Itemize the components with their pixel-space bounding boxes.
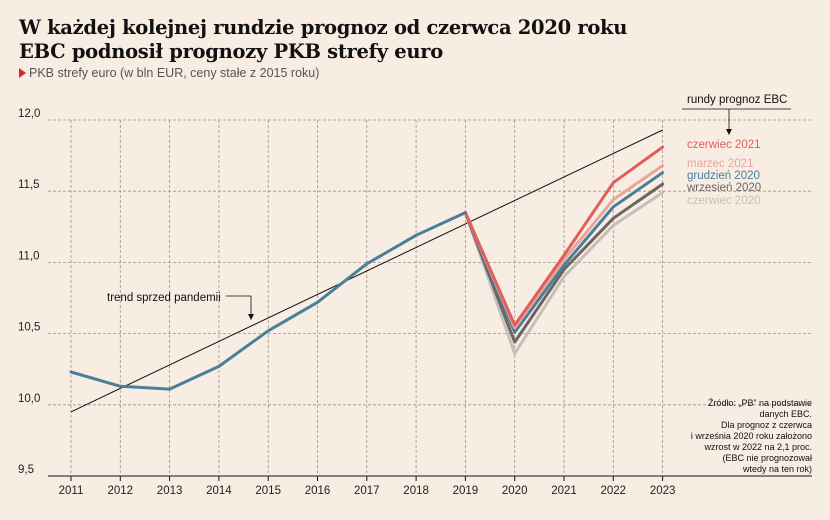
legend-entry: grudzień 2020 (687, 170, 760, 182)
series-line (463, 145, 665, 327)
red-triangle-icon (19, 68, 26, 78)
legend-entry: wrzesień 2020 (686, 182, 761, 194)
history-line (69, 211, 467, 391)
x-tick-label: 2021 (551, 485, 577, 497)
trend-annotation-label: trend sprzed pandemii (107, 292, 221, 304)
source-note: Źródło: „PB” na podstawie danych EBC. Dl… (690, 398, 812, 474)
subtitle-row: PKB strefy euro (w bln EUR, ceny stałe z… (19, 66, 319, 80)
legend-entry: czerwiec 2020 (687, 195, 761, 207)
y-tick-label: 10,0 (18, 393, 40, 405)
x-tick-label: 2020 (502, 485, 528, 497)
x-tick-label: 2013 (157, 485, 183, 497)
legend-entry: marzec 2021 (687, 158, 753, 170)
x-tick-label: 2017 (354, 485, 380, 497)
legend-arrowhead (726, 129, 732, 135)
x-tick-label: 2022 (601, 485, 627, 497)
x-tick-label: 2015 (255, 485, 281, 497)
x-tick-label: 2019 (453, 485, 479, 497)
x-tick-label: 2018 (403, 485, 429, 497)
title-line-2: EBC podnosił prognozy PKB strefy euro (19, 40, 443, 63)
legend-title: rundy prognoz EBC (687, 94, 787, 106)
chart-subtitle: PKB strefy euro (w bln EUR, ceny stałe z… (29, 66, 320, 80)
x-tick-label: 2011 (59, 485, 84, 497)
x-tick-label: 2014 (206, 485, 232, 497)
title-line-1: W każdej kolejnej rundzie prognoz od cze… (19, 16, 628, 39)
series-line (463, 182, 665, 344)
y-tick-label: 9,5 (18, 464, 34, 476)
y-tick-label: 10,5 (18, 322, 40, 334)
legend-leader (682, 108, 791, 130)
trend-line (70, 129, 663, 413)
trend-annotation-arrowhead (248, 314, 254, 320)
chart-title: W każdej kolejnej rundzie prognoz od cze… (19, 16, 719, 64)
series-line (463, 191, 665, 355)
y-tick-label: 12,0 (18, 108, 40, 120)
x-tick-label: 2023 (650, 485, 676, 497)
y-tick-label: 11,5 (18, 179, 40, 191)
y-tick-label: 11,0 (18, 250, 40, 262)
trend-annotation-leader (226, 295, 252, 315)
legend-entry: czerwiec 2021 (687, 139, 761, 151)
x-tick-label: 2016 (305, 485, 331, 497)
x-tick-label: 2012 (108, 485, 134, 497)
